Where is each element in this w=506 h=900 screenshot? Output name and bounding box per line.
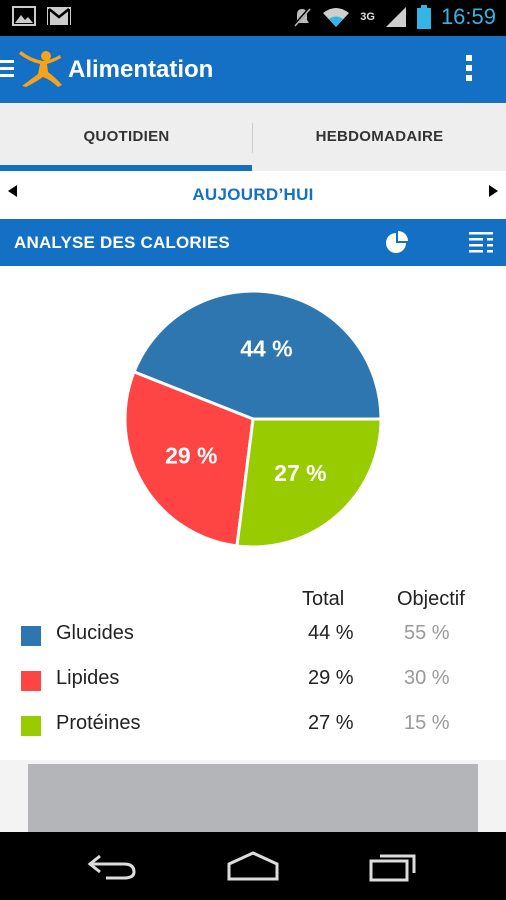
legend-label: Glucides (56, 622, 134, 644)
app-title: Alimentation (68, 56, 214, 83)
legend-label: Protéines (56, 712, 141, 734)
back-icon[interactable] (86, 850, 138, 882)
legend-goal: 15 % (404, 712, 450, 734)
battery-icon (416, 5, 431, 29)
legend-total: 44 % (308, 622, 354, 644)
network-type: 3G (360, 11, 375, 23)
fat-swatch (21, 671, 41, 691)
carbs-swatch (21, 626, 41, 646)
image-icon (12, 6, 36, 26)
tab-bar: QUOTIDIEN HEBDOMADAIRE (0, 103, 506, 171)
slice-fat (123, 369, 255, 548)
legend-goal: 30 % (404, 667, 450, 689)
gmail-icon (47, 7, 71, 25)
slice-protein (235, 417, 383, 549)
recents-icon[interactable] (368, 850, 420, 882)
banner-placeholder (28, 764, 478, 832)
app-logo[interactable] (16, 50, 64, 88)
section-title: ANALYSE DES CALORIES (14, 233, 230, 252)
tab-daily[interactable]: QUOTIDIEN (83, 128, 170, 145)
protein-swatch (21, 716, 41, 736)
legend-total: 27 % (308, 712, 354, 734)
status-clock: 16:59 (440, 4, 496, 29)
total-column-header: Total (302, 588, 345, 610)
legend-total: 29 % (308, 667, 354, 689)
legend-row-carbs: Glucides 44 % 55 % (0, 618, 506, 658)
slice-label-carbs: 44 % (240, 336, 292, 362)
status-bar: 3G 16:59 (0, 0, 506, 36)
calorie-pie-chart: 44 % 29 % 27 % (123, 289, 383, 549)
action-bar: Alimentation (0, 36, 506, 103)
legend-row-fat: Lipides 29 % 30 % (0, 663, 506, 703)
goal-column-header: Objectif (397, 588, 465, 610)
current-date-label[interactable]: AUJOURD’HUI (192, 185, 314, 204)
overflow-menu-icon[interactable] (466, 55, 472, 85)
slice-label-fat: 29 % (165, 442, 217, 468)
tab-divider (252, 123, 253, 153)
slice-carbs (132, 289, 383, 421)
legend-goal: 55 % (404, 622, 450, 644)
legend-label: Lipides (56, 667, 120, 689)
pie-chart-icon[interactable] (384, 230, 410, 256)
signal-icon (385, 7, 406, 27)
mute-icon (293, 7, 312, 27)
list-view-icon[interactable] (468, 230, 494, 256)
section-header: ANALYSE DES CALORIES (0, 219, 506, 266)
bottom-area (0, 760, 506, 832)
home-icon[interactable] (226, 850, 280, 882)
slice-label-protein: 27 % (274, 460, 326, 486)
legend-row-protein: Protéines 27 % 15 % (0, 708, 506, 748)
active-tab-indicator (0, 165, 252, 171)
calorie-analysis-card: 44 % 29 % 27 % Total Objectif Glucides 44 … (0, 266, 506, 760)
previous-day-icon[interactable] (8, 185, 17, 197)
date-navigation: AUJOURD’HUI (0, 171, 506, 218)
drawer-menu-icon[interactable] (0, 60, 14, 81)
next-day-icon[interactable] (489, 185, 498, 197)
system-navigation-bar (0, 832, 506, 900)
wifi-icon (323, 8, 350, 27)
tab-weekly[interactable]: HEBDOMADAIRE (315, 128, 444, 145)
